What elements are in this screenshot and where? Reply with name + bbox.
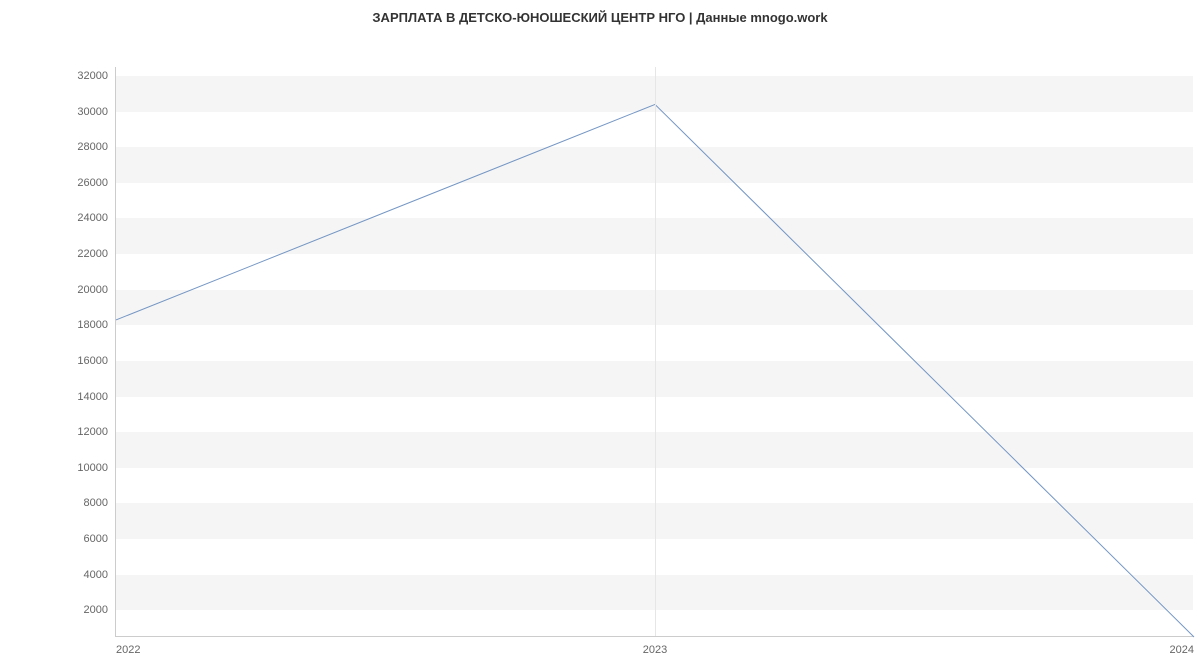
x-tick-label: 2024 xyxy=(1170,636,1194,656)
y-tick-label: 10000 xyxy=(77,462,116,474)
y-tick-label: 26000 xyxy=(77,177,116,189)
y-tick-label: 8000 xyxy=(84,497,116,509)
chart-container: 2000 4000 6000 8000 10000 12000 14000 16000 1800… xyxy=(7,25,1193,637)
y-tick-label: 20000 xyxy=(77,284,116,296)
chart-title: ЗАРПЛАТА В ДЕТСКО-ЮНОШЕСКИЙ ЦЕНТР НГО | … xyxy=(0,0,1200,25)
plot-area: 2000400060008000100001200014000160001800… xyxy=(115,67,1193,637)
y-tick-label: 6000 xyxy=(84,533,116,545)
y-tick-label: 2000 xyxy=(84,604,116,616)
y-tick-label: 18000 xyxy=(77,319,116,331)
y-tick-label: 30000 xyxy=(77,106,116,118)
y-tick-label: 14000 xyxy=(77,391,116,403)
x-tick-label: 2022 xyxy=(116,636,140,656)
v-gridline xyxy=(655,67,656,636)
y-tick-label: 24000 xyxy=(77,212,116,224)
y-tick-label: 16000 xyxy=(77,355,116,367)
x-tick-label: 2023 xyxy=(643,636,667,656)
y-tick-label: 4000 xyxy=(84,569,116,581)
y-tick-label: 28000 xyxy=(77,141,116,153)
y-tick-label: 32000 xyxy=(77,70,116,82)
y-tick-label: 12000 xyxy=(77,426,116,438)
y-tick-label: 22000 xyxy=(77,248,116,260)
